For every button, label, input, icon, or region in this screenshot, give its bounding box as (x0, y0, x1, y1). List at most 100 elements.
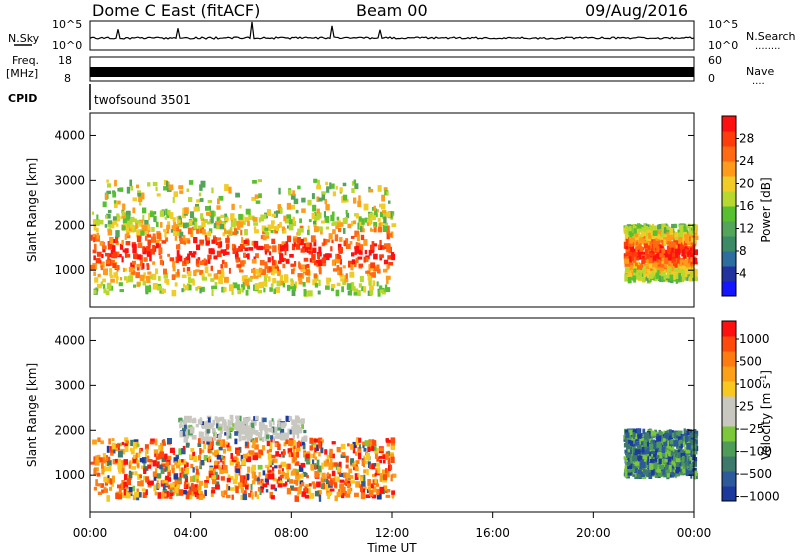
power-echo-cell (303, 289, 307, 297)
date-label: 09/Aug/2016 (585, 1, 688, 20)
velocity-echo-cell (124, 443, 128, 448)
velocity-echo-cell (218, 433, 222, 438)
power-echo-cell (365, 270, 368, 274)
velocity-echo-cell (236, 450, 241, 456)
power-echo-cell (235, 192, 240, 198)
power-echo-cell (335, 185, 338, 190)
velocity-echo-cell (641, 447, 645, 454)
power-echo-cell (358, 216, 362, 223)
power-echo-cell (226, 230, 232, 235)
velocity-echo-cell (391, 473, 397, 478)
velocity-echo-cell (345, 493, 351, 498)
power-echo-cell (624, 260, 629, 268)
power-echo-cell (374, 208, 377, 214)
power-echo-cell (241, 236, 244, 243)
power-echo-cell (335, 222, 339, 230)
power-echo-cell (338, 267, 343, 272)
power-colorbar-tick-label: 8 (739, 244, 747, 258)
power-echo-cell (363, 256, 366, 263)
power-echo-cell (141, 192, 145, 199)
power-echo-cell (331, 239, 334, 243)
velocity-echo-cell (270, 460, 274, 466)
power-echo-cell (199, 184, 203, 191)
power-echo-cell (287, 284, 291, 291)
power-echo-cell (217, 276, 223, 281)
velocity-echo-cell (689, 456, 692, 464)
velocity-echo-cell (365, 494, 371, 498)
power-echo-cell (328, 233, 333, 240)
velocity-echo-cell (634, 433, 640, 440)
power-echo-cell (688, 275, 694, 282)
power-echo-cell (231, 203, 235, 210)
velocity-echo-cell (336, 466, 341, 473)
power-echo-cell (109, 237, 114, 244)
velocity-echo-cell (229, 427, 234, 431)
power-echo-cell (251, 259, 257, 264)
power-echo-cell (378, 245, 383, 250)
power-echo-cell (286, 202, 291, 210)
power-echo-cell (357, 222, 361, 229)
velocity-echo-cell (209, 467, 213, 471)
power-echo-cell (654, 234, 659, 238)
velocity-echo-cell (251, 419, 255, 425)
power-echo-cell (151, 273, 157, 280)
velocity-echo-cell (304, 494, 310, 499)
velocity-echo-cell (326, 459, 329, 466)
power-echo-cell (374, 213, 378, 217)
power-echo-cell (136, 220, 140, 224)
velocity-echo-cell (95, 479, 98, 487)
power-echo-cell (151, 236, 156, 243)
power-echo-cell (178, 215, 182, 223)
power-echo-cell (126, 235, 131, 239)
velocity-echo-cell (161, 491, 165, 499)
velocity-echo-cell (376, 488, 380, 496)
velocity-echo-cell (287, 448, 293, 454)
power-echo-cell (290, 280, 294, 287)
power-echo-cell (234, 245, 237, 249)
power-echo-cell (292, 283, 296, 291)
power-echo-cell (347, 223, 352, 229)
velocity-echo-cell (664, 472, 667, 478)
velocity-echo-cell (115, 492, 120, 500)
velocity-echo-cell (270, 495, 275, 500)
velocity-echo-cell (176, 493, 179, 497)
velocity-echo-cell (253, 455, 258, 461)
power-echo-cell (97, 257, 101, 264)
velocity-echo-cell (277, 421, 281, 428)
power-echo-cell (313, 178, 318, 183)
power-echo-cell (174, 234, 178, 241)
velocity-echo-cell (181, 459, 186, 465)
velocity-echo-cell (656, 436, 659, 442)
power-echo-cell (147, 271, 152, 275)
power-echo-cell (312, 204, 317, 212)
velocity-echo-cell (192, 451, 196, 458)
power-echo-cell (173, 223, 178, 228)
velocity-echo-cell (104, 456, 108, 461)
power-echo-cell (176, 250, 180, 257)
power-echo-cell (348, 260, 352, 268)
power-echo-cell (212, 249, 215, 255)
power-echo-cell (291, 289, 296, 296)
velocity-echo-cell (222, 419, 227, 425)
nsky-label: N.Sky (8, 32, 40, 45)
velocity-echo-cell (171, 468, 175, 474)
power-echo-cell (383, 216, 387, 224)
power-echo-cell (635, 238, 639, 245)
velocity-echo-cell (659, 452, 663, 458)
power-echo-cell (200, 213, 204, 219)
velocity-echo-cell (156, 473, 162, 479)
velocity-echo-cell (355, 460, 360, 464)
power-echo-cell (326, 277, 330, 283)
power-echo-cell (625, 253, 629, 259)
velocity-echo-cell (97, 437, 101, 443)
power-echo-cell (166, 214, 170, 219)
power-echo-cell (637, 252, 641, 260)
power-echo-cell (645, 276, 649, 281)
velocity-ytick-label: 4000 (54, 333, 85, 347)
power-echo-cell (655, 237, 658, 242)
power-echo-cell (139, 259, 143, 267)
freq-right-tick-top: 60 (708, 54, 722, 67)
velocity-echo-cell (360, 492, 366, 500)
power-echo-cell (627, 277, 632, 284)
power-echo-cell (94, 277, 99, 283)
